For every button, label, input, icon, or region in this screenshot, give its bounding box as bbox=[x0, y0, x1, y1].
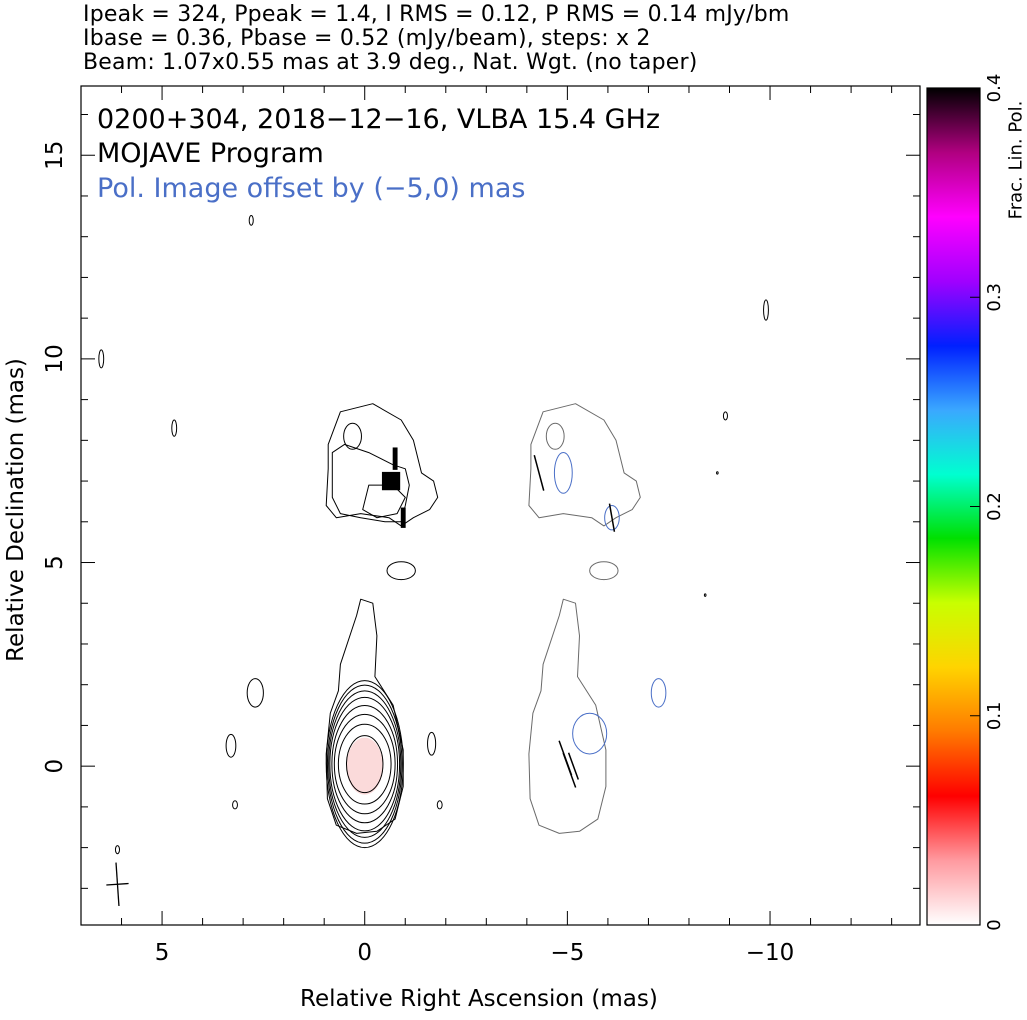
colorbar: 0 0.1 0.2 0.3 0.4 bbox=[927, 74, 1005, 931]
pol-contour bbox=[650, 678, 667, 708]
stokes-i-contour-small bbox=[343, 422, 362, 450]
chart-subtitle: MOJAVE Program bbox=[97, 138, 324, 169]
pol-offset-annotation: Pol. Image offset by (−5,0) mas bbox=[97, 173, 525, 204]
stokes-i-contour bbox=[326, 684, 403, 844]
stokes-i-contour bbox=[333, 713, 396, 815]
y-tick-label: 5 bbox=[42, 555, 68, 570]
colorbar-tick-label: 0.4 bbox=[984, 74, 1005, 103]
x-tick-label: −5 bbox=[550, 940, 584, 966]
stokes-i-contour-small bbox=[98, 349, 105, 369]
colorbar-tick-label: 0.2 bbox=[984, 492, 1005, 521]
beam-minor-axis bbox=[106, 882, 129, 886]
evpa-vector bbox=[567, 752, 580, 780]
y-axis-label: Relative Declination (mas) bbox=[3, 358, 29, 662]
stokes-i-contour-small bbox=[722, 411, 728, 421]
colorbar-frame bbox=[926, 87, 981, 926]
stokes-i-contour-jet-outer bbox=[325, 403, 439, 527]
x-tick-label: 5 bbox=[155, 940, 170, 966]
pol-contour bbox=[604, 505, 620, 531]
y-tick-label: 10 bbox=[42, 344, 68, 373]
colorbar-tick-label: 0.3 bbox=[984, 283, 1005, 312]
stokes-i-contour-jet-knot bbox=[362, 484, 406, 519]
pol-contour bbox=[572, 712, 608, 755]
stokes-i-contour bbox=[329, 696, 401, 832]
stokes-i-contour bbox=[345, 735, 384, 794]
stokes-i-contour-small bbox=[246, 678, 264, 708]
pol-image-contour-small bbox=[589, 561, 619, 581]
plot-area bbox=[98, 215, 769, 907]
colorbar-tick-label: 0 bbox=[984, 919, 1005, 930]
core-pol-fill bbox=[346, 737, 383, 795]
stokes-i-contour-outer bbox=[325, 598, 404, 834]
pol-image-outer-contour bbox=[528, 598, 607, 834]
x-axis-label: Relative Right Ascension (mas) bbox=[300, 986, 658, 1012]
x-tick-label: 0 bbox=[357, 940, 372, 966]
stokes-i-contour-small bbox=[703, 593, 707, 597]
stokes-i-contour-small bbox=[232, 800, 238, 810]
header-line-2: Ibase = 0.36, Pbase = 0.52 (mJy/beam), s… bbox=[83, 26, 651, 51]
frac-pol-pixel bbox=[392, 447, 398, 470]
stokes-i-contour bbox=[337, 723, 392, 805]
y-tick-label: 0 bbox=[42, 759, 68, 774]
stokes-i-contour-small bbox=[763, 299, 769, 321]
stokes-i-contour-small bbox=[114, 845, 121, 855]
frac-pol-pixel bbox=[400, 507, 406, 528]
stokes-i-contour-small bbox=[248, 215, 254, 226]
colorbar-tick-label: 0.1 bbox=[984, 701, 1005, 730]
evpa-vector bbox=[562, 752, 577, 788]
stokes-i-contour bbox=[328, 690, 402, 838]
stokes-i-contour-small bbox=[436, 800, 443, 810]
evpa-vector bbox=[533, 455, 545, 491]
stokes-i-contour-small bbox=[427, 731, 437, 756]
y-tick-label: 15 bbox=[42, 141, 68, 170]
colorbar-label: Frac. Lin. Pol. bbox=[1005, 100, 1027, 220]
stokes-i-contour-small bbox=[171, 419, 178, 437]
pol-image-jet-contour bbox=[528, 403, 641, 527]
chart-title: 0200+304, 2018−12−16, VLBA 15.4 GHz bbox=[97, 104, 660, 135]
evpa-vector bbox=[608, 503, 616, 532]
frac-pol-pixel bbox=[381, 471, 401, 491]
axis-ticks: 5 0 −5 −10 0 5 10 15 bbox=[42, 86, 920, 966]
x-tick-label: −10 bbox=[746, 940, 795, 966]
stokes-i-contour-small bbox=[225, 733, 237, 758]
pol-contour bbox=[553, 452, 573, 494]
pol-image-contour-small bbox=[545, 422, 565, 450]
stokes-i-contour-small bbox=[386, 561, 416, 581]
stokes-i-contour-jet-inner bbox=[331, 443, 410, 523]
stokes-i-contour-small bbox=[716, 471, 719, 475]
header-line-3: Beam: 1.07x0.55 mas at 3.9 deg., Nat. Wg… bbox=[83, 50, 698, 75]
plot-frame bbox=[80, 85, 921, 926]
stokes-i-contour bbox=[331, 704, 399, 824]
header-line-1: Ipeak = 324, Ppeak = 1.4, I RMS = 0.12, … bbox=[83, 2, 790, 27]
